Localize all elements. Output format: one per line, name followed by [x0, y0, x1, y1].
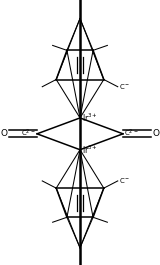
Text: Ir$^{3+}$: Ir$^{3+}$ — [82, 144, 98, 156]
Text: O: O — [152, 129, 159, 138]
Text: C$^{2-}$: C$^{2-}$ — [124, 128, 139, 139]
Text: C$^{2-}$: C$^{2-}$ — [21, 128, 36, 139]
Text: Ir$^{3+}$: Ir$^{3+}$ — [82, 112, 98, 124]
Text: C$^-$: C$^-$ — [119, 176, 131, 186]
Text: O: O — [1, 129, 8, 138]
Text: C$^-$: C$^-$ — [119, 82, 131, 91]
